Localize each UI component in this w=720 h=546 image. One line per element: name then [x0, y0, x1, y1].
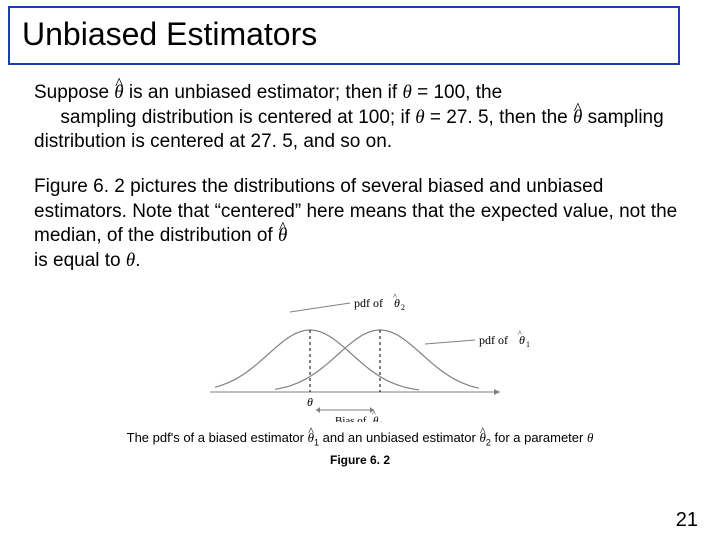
theta-hat-symbol: ^θ [573, 106, 582, 131]
svg-text:1: 1 [379, 420, 383, 422]
p1-t2: is an unbiased estimator; then if [124, 82, 403, 103]
title-box: Unbiased Estimators [8, 6, 680, 65]
svg-text:1: 1 [526, 340, 530, 349]
theta-symbol: θ [402, 82, 411, 103]
cap-t1: The pdf's of a biased estimator [127, 430, 308, 445]
paragraph-1: Suppose ^θ is an unbiased estimator; the… [34, 81, 686, 155]
svg-text:θ: θ [307, 395, 313, 409]
p2-t3: . [135, 250, 140, 271]
cap-t2: and an unbiased estimator [319, 430, 479, 445]
p2-t2: is equal to [34, 250, 126, 271]
p1-t3: = 100, the [412, 82, 502, 103]
theta-symbol: θ [587, 430, 593, 445]
figure-label: Figure 6. 2 [0, 453, 720, 467]
distribution-plot: θBias of θ^1pdf of θ^2pdf of θ^1 [180, 292, 540, 422]
p1-t1: Suppose [34, 82, 114, 103]
svg-text:^: ^ [518, 329, 522, 338]
theta-hat-2: ^θ [479, 430, 485, 446]
figure-6-2: θBias of θ^1pdf of θ^2pdf of θ^1 [0, 292, 720, 422]
theta-symbol: θ [126, 250, 135, 271]
svg-text:Bias of: Bias of [335, 415, 367, 422]
figure-caption: The pdf's of a biased estimator ^θ1 and … [0, 430, 720, 448]
svg-text:pdf of: pdf of [479, 333, 508, 347]
p1-t4: sampling distribution is centered at 100… [55, 107, 415, 128]
theta-hat-symbol: ^θ [114, 81, 123, 106]
svg-text:pdf of: pdf of [354, 296, 383, 310]
svg-text:^: ^ [393, 292, 397, 301]
svg-text:^: ^ [372, 409, 376, 418]
p2-t1: Figure 6. 2 pictures the distributions o… [34, 176, 677, 246]
theta-hat-1: ^θ [308, 430, 314, 446]
theta-hat-symbol: ^θ [278, 224, 287, 249]
paragraph-2: Figure 6. 2 pictures the distributions o… [34, 175, 686, 274]
theta-symbol: θ [415, 107, 424, 128]
svg-text:2: 2 [401, 303, 405, 312]
p1-t5: = 27. 5, then the [425, 107, 573, 128]
page-title: Unbiased Estimators [22, 16, 666, 53]
cap-t3: for a parameter [491, 430, 587, 445]
page-number: 21 [676, 509, 698, 532]
